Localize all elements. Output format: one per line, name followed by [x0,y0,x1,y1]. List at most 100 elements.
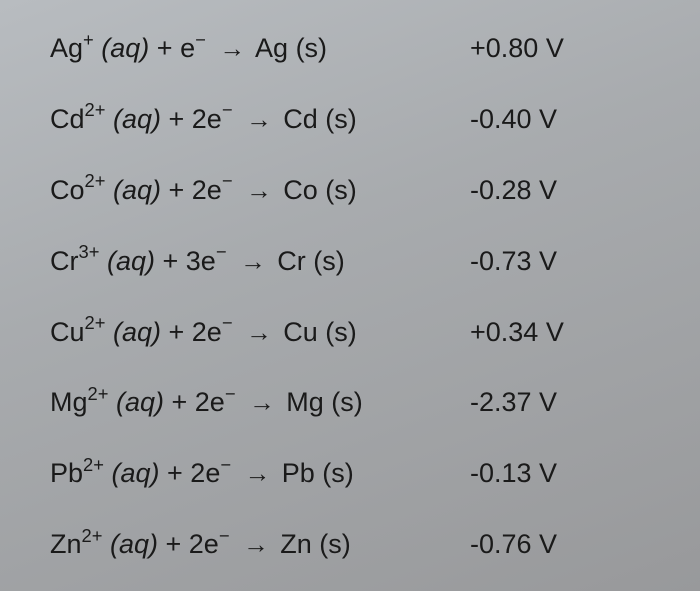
arrow-icon: → [246,318,272,349]
ion-symbol: Co [50,175,85,205]
electron-symbol: e [180,33,195,63]
electron-symbol: e [207,175,222,205]
plus-sign: + [155,246,186,276]
reduction-row: Cu2+ (aq) + 2e− → Cu (s) +0.34 V [50,314,660,349]
plus-sign: + [161,175,192,205]
ion-symbol: Cr [50,246,79,276]
solid-state: (s) [296,33,327,63]
solid-state: (s) [325,104,356,134]
solid-state: (s) [322,458,353,488]
arrow-icon: → [219,34,245,65]
ion-charge: 2+ [82,525,103,546]
electron-symbol: e [201,246,216,276]
ion-charge: 2+ [83,454,104,475]
potential-value: -2.37 V [470,386,557,418]
reaction-cell: Ag+ (aq) + e− → Ag (s) [50,30,470,65]
potential-value: -0.76 V [470,528,557,560]
reaction-cell: Pb2+ (aq) + 2e− → Pb (s) [50,455,470,490]
product-symbol: Ag [255,33,288,63]
ion-charge: 3+ [79,241,100,262]
plus-sign: + [158,529,189,559]
arrow-icon: → [245,459,271,490]
ion-charge: 2+ [85,170,106,191]
reaction-cell: Cr3+ (aq) + 3e− → Cr (s) [50,243,470,278]
aq-state: (aq) [113,175,161,205]
ion-symbol: Zn [50,529,82,559]
electron-coeff: 2 [195,387,210,417]
product-symbol: Zn [280,529,312,559]
reaction-cell: Co2+ (aq) + 2e− → Co (s) [50,172,470,207]
product-symbol: Mg [286,387,324,417]
reduction-row: Zn2+ (aq) + 2e− → Zn (s) -0.76 V [50,526,660,561]
reaction-cell: Zn2+ (aq) + 2e− → Zn (s) [50,526,470,561]
ion-charge: 2+ [85,312,106,333]
aq-state: (aq) [116,387,164,417]
solid-state: (s) [325,175,356,205]
ion-symbol: Ag [50,33,83,63]
electron-sup: − [216,241,227,262]
electron-sup: − [222,312,233,333]
reaction-cell: Cd2+ (aq) + 2e− → Cd (s) [50,101,470,136]
arrow-icon: → [246,105,272,136]
product-symbol: Cr [277,246,306,276]
electron-coeff: 2 [189,529,204,559]
solid-state: (s) [331,387,362,417]
plus-sign: + [149,33,180,63]
ion-charge: + [83,29,94,50]
electron-sup: − [225,383,236,404]
ion-charge: 2+ [85,99,106,120]
electron-coeff: 3 [186,246,201,276]
aq-state: (aq) [113,317,161,347]
electron-symbol: e [207,104,222,134]
arrow-icon: → [240,247,266,278]
potential-value: +0.80 V [470,32,564,64]
solid-state: (s) [313,246,344,276]
solid-state: (s) [325,317,356,347]
arrow-icon: → [243,530,269,561]
aq-state: (aq) [107,246,155,276]
solid-state: (s) [319,529,350,559]
electron-coeff: 2 [192,104,207,134]
ion-symbol: Pb [50,458,83,488]
reduction-row: Cr3+ (aq) + 3e− → Cr (s) -0.73 V [50,243,660,278]
electron-sup: − [220,454,231,475]
electron-symbol: e [205,458,220,488]
electron-coeff: 2 [192,175,207,205]
aq-state: (aq) [111,458,159,488]
electron-coeff: 2 [190,458,205,488]
arrow-icon: → [249,388,275,419]
plus-sign: + [160,458,191,488]
product-symbol: Pb [282,458,315,488]
product-symbol: Co [283,175,318,205]
electron-coeff: 2 [192,317,207,347]
potential-value: -0.13 V [470,457,557,489]
reaction-cell: Mg2+ (aq) + 2e− → Mg (s) [50,384,470,419]
electron-symbol: e [207,317,222,347]
reduction-row: Ag+ (aq) + e− → Ag (s) +0.80 V [50,30,660,65]
potential-value: +0.34 V [470,316,564,348]
plus-sign: + [164,387,195,417]
electron-symbol: e [210,387,225,417]
aq-state: (aq) [110,529,158,559]
potential-value: -0.40 V [470,103,557,135]
potential-value: -0.73 V [470,245,557,277]
plus-sign: + [161,104,192,134]
product-symbol: Cd [283,104,318,134]
electron-sup: − [219,525,230,546]
reduction-row: Cd2+ (aq) + 2e− → Cd (s) -0.40 V [50,101,660,136]
ion-symbol: Cu [50,317,85,347]
electron-symbol: e [204,529,219,559]
reduction-row: Co2+ (aq) + 2e− → Co (s) -0.28 V [50,172,660,207]
plus-sign: + [161,317,192,347]
ion-symbol: Cd [50,104,85,134]
reduction-row: Mg2+ (aq) + 2e− → Mg (s) -2.37 V [50,384,660,419]
arrow-icon: → [246,176,272,207]
potential-value: -0.28 V [470,174,557,206]
aq-state: (aq) [113,104,161,134]
reduction-row: Pb2+ (aq) + 2e− → Pb (s) -0.13 V [50,455,660,490]
ion-symbol: Mg [50,387,88,417]
electron-sup: − [222,99,233,120]
reaction-cell: Cu2+ (aq) + 2e− → Cu (s) [50,314,470,349]
electron-sup: − [222,170,233,191]
electron-sup: − [195,29,206,50]
